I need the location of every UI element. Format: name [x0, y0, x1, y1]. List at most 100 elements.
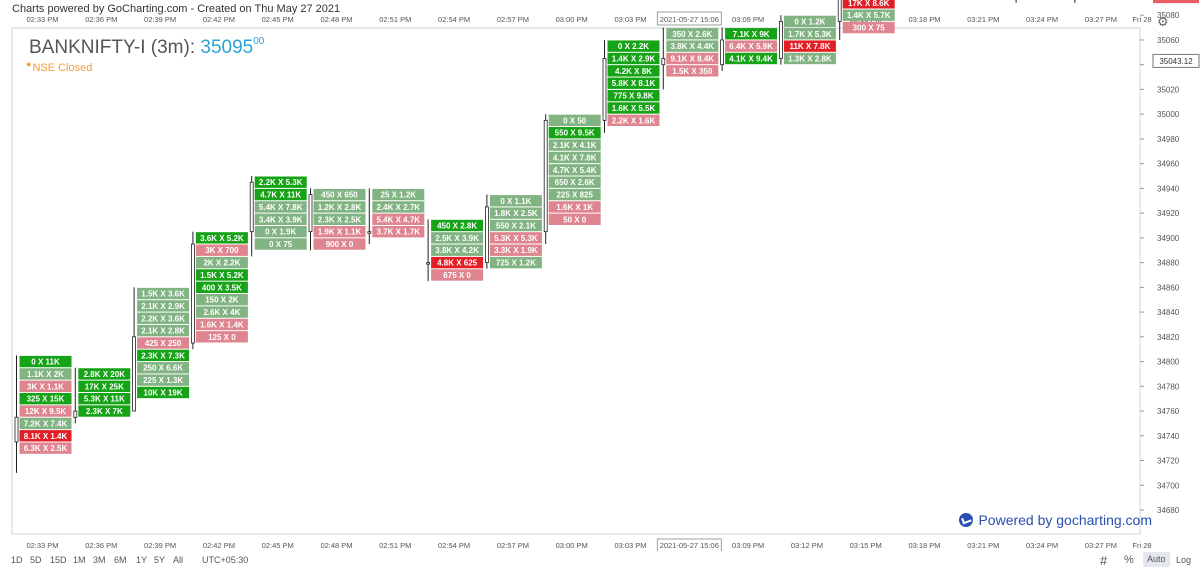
- x-tick-label-top: 02:48 PM: [320, 15, 352, 24]
- footprint-cell: [548, 213, 601, 225]
- footprint-cell-label: 4.8K X 625: [437, 259, 478, 268]
- range-3m-button[interactable]: 3M: [93, 555, 106, 565]
- x-tick-label-top: 03:03 PM: [614, 15, 646, 24]
- x-tick-label-top: 2021-05-27 15:06: [660, 15, 719, 24]
- footprint-cell: [195, 256, 248, 269]
- footprint-cell-label: 3.8K X 4.2K: [435, 246, 479, 255]
- footprint-cell: [607, 65, 660, 77]
- footprint-candle: 0 X 50 550 X 9.5K 2.1K X 4.1K 4.1K X 7.8K 4.…: [543, 114, 601, 245]
- footprint-cell: [195, 318, 248, 331]
- percent-scale-button[interactable]: %: [1124, 554, 1134, 566]
- footprint-cell-label: 650 X 2.6K: [555, 178, 595, 187]
- x-tick-label-bottom: 02:39 PM: [144, 541, 176, 550]
- symbol-name: BANKNIFTY-I (3m):: [29, 37, 196, 58]
- footprint-cell-label: 550 X 2.1K: [496, 221, 536, 230]
- range-1y-button[interactable]: 1Y: [136, 555, 148, 565]
- candle-body: [426, 262, 431, 265]
- last-price-box: [1153, 0, 1199, 4]
- range-all-button[interactable]: All: [173, 555, 184, 565]
- footprint-cell-label: 550 X 9.5K: [555, 129, 595, 138]
- footprint-cell: [19, 417, 72, 430]
- footprint-cell: [489, 207, 542, 219]
- timezone-label[interactable]: UTC+05:30: [202, 555, 249, 565]
- x-tick-label-top: 02:54 PM: [438, 15, 470, 24]
- footprint-cell-label: 1.6K X 1.4K: [200, 320, 244, 329]
- footprint-cell-label: 225 X 825: [556, 191, 593, 200]
- y-tick-label: 34960: [1157, 160, 1180, 169]
- footprint-cell-label: 17K X 8.6K: [848, 0, 890, 8]
- grid-icon[interactable]: #: [1100, 553, 1108, 568]
- footprint-cell-label: 225 X 1.3K: [143, 376, 183, 385]
- x-tick-label-bottom: 03:24 PM: [1026, 541, 1058, 550]
- y-tick-label: 34860: [1157, 283, 1180, 292]
- footprint-cell: [254, 176, 307, 188]
- footprint-cell-label: 6.3K X 2.5K: [24, 444, 68, 453]
- range-6m-button[interactable]: 6M: [114, 555, 127, 565]
- range-1d-button[interactable]: 1D: [11, 555, 23, 565]
- footprint-cell: [19, 355, 72, 368]
- footprint-candle: 7.1K X 9K 6.4K X 5.9K 4.1K X 9.4K: [720, 27, 778, 71]
- range-5y-button[interactable]: 5Y: [154, 555, 166, 565]
- footprint-cell: [195, 281, 248, 294]
- footprint-cell: [607, 114, 660, 127]
- x-tick-label-top: 02:45 PM: [262, 15, 294, 24]
- x-tick-label-top: 03:18 PM: [908, 15, 940, 24]
- gear-icon[interactable]: ⚙: [1157, 14, 1169, 29]
- footprint-cell-label: 1.6K X 5.5K: [612, 104, 656, 113]
- x-tick-label-top: 02:36 PM: [85, 15, 117, 24]
- x-tick-label-top: 03:09 PM: [732, 15, 764, 24]
- x-tick-label-bottom: 02:36 PM: [85, 541, 117, 550]
- footprint-cell-label: 5.4K X 7.8K: [259, 203, 303, 212]
- footprint-candle: 0 X 1.1K 1.8K X 2.5K 550 X 2.1K 5.3K X 5.3K…: [484, 194, 542, 269]
- candle-body: [779, 20, 783, 59]
- y-tick-label: 35060: [1157, 36, 1180, 45]
- x-tick-label-bottom: 03:09 PM: [732, 541, 764, 550]
- y-tick-label: 34980: [1157, 135, 1180, 144]
- footprint-cell-label: 150 X 2K: [205, 296, 239, 305]
- auto-scale-button[interactable]: Auto: [1143, 552, 1170, 567]
- footprint-candle: 2.8K X 20K 17K X 25K 5.3K X 11K 2.3K X 7K: [73, 367, 131, 424]
- footprint-cell: [431, 256, 484, 269]
- footprint-cell: [725, 28, 778, 40]
- footprint-cell-label: 17K X 25K: [85, 382, 124, 391]
- range-1m-button[interactable]: 1M: [73, 555, 86, 565]
- footprint-cell: [666, 65, 719, 77]
- footprint-cell-label: 0 X 1.2K: [794, 17, 825, 26]
- x-tick-label-top: 03:00 PM: [556, 15, 588, 24]
- footprint-cell-label: 1.5K X 350: [672, 67, 713, 76]
- x-tick-label-top: 03:24 PM: [1026, 15, 1058, 24]
- last-price: 35095: [200, 37, 254, 58]
- crosshair-price-label: 35043.12: [1159, 57, 1193, 66]
- log-scale-button[interactable]: Log: [1176, 555, 1192, 565]
- footprint-cell: [78, 392, 131, 405]
- y-tick-label: 35020: [1157, 85, 1180, 94]
- range-15d-button[interactable]: 15D: [50, 555, 67, 565]
- footprint-cell: [607, 77, 660, 89]
- candle-body: [308, 194, 313, 233]
- footprint-cell: [372, 213, 425, 225]
- footprint-cell: [254, 225, 307, 238]
- candle-body: [484, 206, 489, 263]
- footprint-cell: [313, 213, 366, 225]
- x-tick-label-bottom: 03:12 PM: [791, 541, 823, 550]
- candle-body: [720, 39, 724, 66]
- footprint-cell: [372, 201, 425, 213]
- x-tick-label-bottom: 02:45 PM: [262, 541, 294, 550]
- footprint-cell-label: 10K X 19K: [144, 388, 183, 397]
- x-tick-label-bottom: 2021-05-27 15:06: [660, 541, 719, 550]
- footprint-cell-label: 50 X 0: [563, 215, 587, 224]
- footprint-cell: [666, 40, 719, 52]
- footprint-cell: [313, 201, 366, 213]
- footprint-chart[interactable]: 3512035100350803506035040350203500034980…: [0, 0, 1200, 551]
- crosshair-time-box-bottom: [656, 538, 722, 551]
- footprint-cell: [313, 225, 366, 238]
- footprint-cell-label: 2.8K X 20K: [84, 370, 126, 379]
- footprint-candle: 450 X 650 1.2K X 2.8K 2.3K X 2.5K 1.9K X 1.…: [308, 188, 366, 251]
- footprint-cell-label: 3.3K X 1.9K: [494, 246, 538, 255]
- range-5d-button[interactable]: 5D: [30, 555, 42, 565]
- footprint-cell: [195, 269, 248, 281]
- x-tick-label-top: 02:42 PM: [203, 15, 235, 24]
- footprint-candle: 1.6K X 6.8K16K X 3.9K: [1015, 0, 1017, 3]
- footprint-cell: [489, 195, 542, 207]
- footprint-candle: 2.2K X 5.3K 4.7K X 11K 5.4K X 7.8K 3.4K X 3…: [249, 176, 307, 257]
